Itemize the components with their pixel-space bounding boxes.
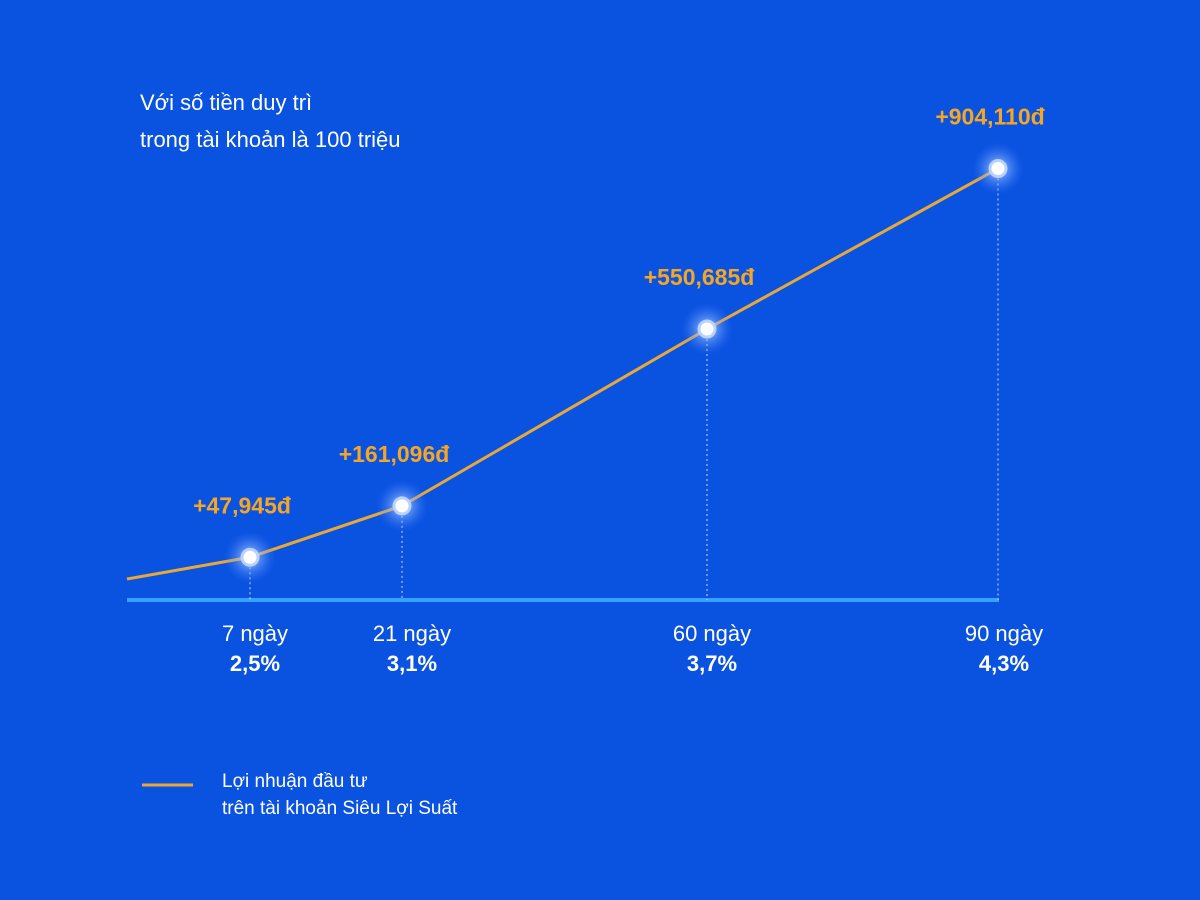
series-line (249, 167, 999, 559)
point (240, 547, 260, 567)
x-tick-label: 7 ngày (222, 621, 288, 646)
value-label: +47,945đ (193, 492, 291, 518)
rate-label: 3,1% (387, 651, 437, 676)
legend-label: Lợi nhuận đầu tư (222, 771, 368, 792)
point (392, 496, 412, 516)
rate-label: 3,7% (687, 651, 737, 676)
legend-label: trên tài khoản Siêu Lợi Suất (222, 798, 458, 819)
point (988, 159, 1008, 179)
rate-label: 4,3% (979, 651, 1029, 676)
x-tick-label: 90 ngày (965, 621, 1043, 646)
value-label: +904,110đ (935, 104, 1044, 130)
x-tick-label: 21 ngày (373, 621, 451, 646)
rate-label: 2,5% (230, 651, 280, 676)
value-label: +161,096đ (339, 441, 450, 467)
chart-title: Với số tiền duy trì (140, 90, 312, 115)
value-label: +550,685đ (644, 264, 755, 290)
chart-title: trong tài khoản là 100 triệu (140, 127, 401, 152)
point (697, 319, 717, 339)
x-tick-label: 60 ngày (673, 621, 751, 646)
